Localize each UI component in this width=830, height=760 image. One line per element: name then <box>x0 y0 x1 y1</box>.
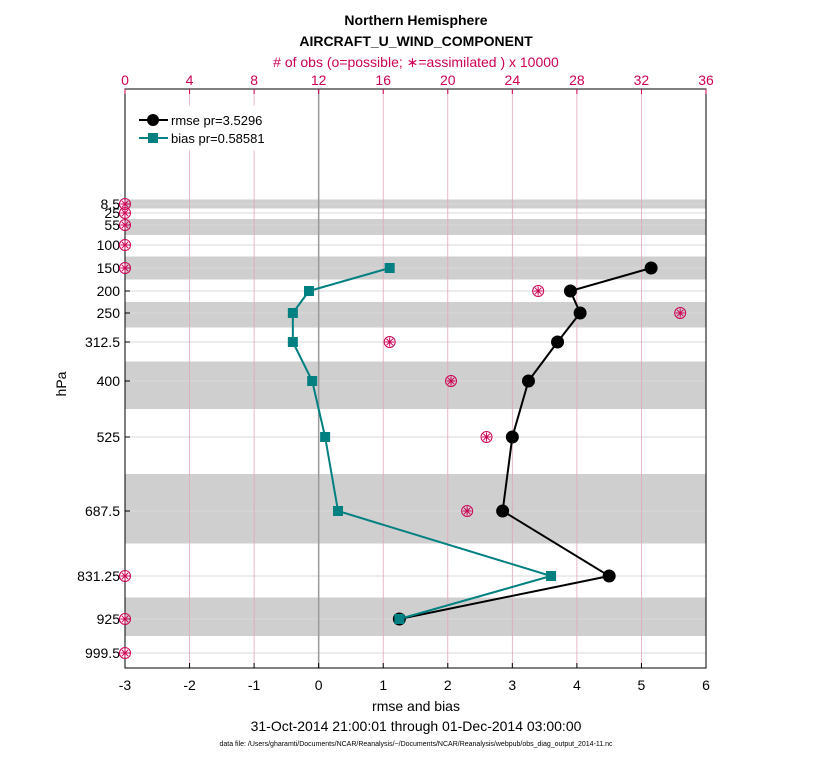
y-tick-label: 100 <box>97 237 121 253</box>
x-axis-label: rmse and bias <box>372 698 460 714</box>
obs-assimilated-marker <box>120 208 130 218</box>
obs-possible-marker <box>383 336 396 348</box>
x-tick-label: -1 <box>248 677 261 693</box>
bias-point <box>394 614 405 624</box>
obs-possible-marker <box>119 570 131 582</box>
obs-possible-marker <box>119 647 131 659</box>
rmse-point <box>602 569 616 583</box>
x-tick-label: -2 <box>183 677 196 693</box>
x-tick-label: -3 <box>119 677 132 693</box>
rmse-point <box>644 261 658 275</box>
y-tick-label: 312.5 <box>85 334 120 350</box>
obs-possible-marker <box>532 285 545 297</box>
obs-possible-marker <box>119 613 131 625</box>
chart-subtitle: AIRCRAFT_U_WIND_COMPONENT <box>299 33 533 49</box>
rmse-point <box>505 430 519 444</box>
x-tick-label: 2 <box>444 677 452 693</box>
x-tick-label: 1 <box>379 677 387 693</box>
obs-assimilated-marker <box>120 199 130 209</box>
level-band <box>125 474 706 544</box>
top-tick-label: 36 <box>698 72 714 88</box>
chart-title: Northern Hemisphere <box>344 12 487 28</box>
y-tick-label: 925 <box>97 611 121 627</box>
x-tick-label: 6 <box>702 677 710 693</box>
x-tick-label: 0 <box>315 677 323 693</box>
bias-point <box>384 263 395 273</box>
legend-bias-label: bias pr=0.58581 <box>171 131 265 146</box>
y-tick-label: 525 <box>97 429 121 445</box>
obs-assimilated-marker <box>120 571 130 581</box>
obs-possible-marker <box>445 375 458 387</box>
legend-rmse-label: rmse pr=3.5296 <box>171 113 262 128</box>
obs-assimilated-marker <box>385 337 395 347</box>
obs-assimilated-marker <box>120 240 130 250</box>
y-tick-label: 250 <box>97 305 121 321</box>
y-tick-label: 200 <box>97 283 121 299</box>
top-tick-label: 32 <box>634 72 650 88</box>
y-tick-label: 831.25 <box>77 568 120 584</box>
date-range-label: 31-Oct-2014 21:00:01 through 01-Dec-2014… <box>251 718 582 734</box>
plot-area: -3 -2 -1 0 1 2 3 4 5 60 4 8 12 16 20 24 28 32 368.52555100… <box>77 72 714 693</box>
bias-point <box>303 286 314 296</box>
obs-assimilated-marker <box>446 376 456 386</box>
y-tick-label: 150 <box>97 260 121 276</box>
rmse-point <box>551 335 565 349</box>
rmse-point <box>573 306 587 320</box>
obs-assimilated-marker <box>120 263 130 273</box>
obs-assimilated-marker <box>120 614 130 624</box>
bias-point <box>287 337 298 347</box>
y-tick-label: 400 <box>97 373 121 389</box>
top-tick-label: 24 <box>505 72 521 88</box>
level-band <box>125 361 706 409</box>
top-tick-label: 4 <box>186 72 194 88</box>
top-tick-label: 16 <box>375 72 391 88</box>
obs-possible-marker <box>674 307 687 319</box>
level-band <box>125 219 706 235</box>
axes-box <box>124 88 707 669</box>
rmse-point <box>496 504 510 518</box>
obs-assimilated-marker <box>482 432 492 442</box>
data-file-footnote: data file: /Users/gharamti/Documents/NCA… <box>219 741 613 748</box>
obs-possible-marker <box>480 431 493 443</box>
rmse-point <box>521 374 535 388</box>
bias-point <box>320 432 331 442</box>
bias-point <box>546 571 557 581</box>
top-tick-label: 12 <box>311 72 327 88</box>
legend: rmse pr=3.5296 bias pr=0.58581 <box>133 105 285 151</box>
y-tick-label: 999.5 <box>85 645 120 661</box>
y-axis-label: hPa <box>53 371 69 396</box>
obs-possible-marker <box>461 505 474 517</box>
y-tick-label: 25 <box>104 205 120 221</box>
obs-assimilated-marker <box>675 308 685 318</box>
rmse-point <box>563 284 577 298</box>
obs-possible-marker <box>119 207 131 219</box>
x-tick-label: 4 <box>573 677 581 693</box>
obs-assimilated-marker <box>120 220 130 230</box>
obs-assimilated-marker <box>462 506 472 516</box>
top-axis-label: # of obs (o=possible; ∗=assimilated ) x … <box>273 54 559 70</box>
y-tick-label: 55 <box>104 217 120 233</box>
obs-assimilated-marker <box>120 648 130 658</box>
x-tick-label: 3 <box>508 677 516 693</box>
top-tick-label: 20 <box>440 72 456 88</box>
y-tick-label: 687.5 <box>85 503 120 519</box>
legend-box <box>133 105 285 151</box>
bias-point <box>307 376 318 386</box>
top-tick-label: 0 <box>121 72 129 88</box>
bias-point <box>287 308 298 318</box>
legend-bias-marker <box>148 133 158 143</box>
bias-point <box>333 506 344 516</box>
level-band <box>125 597 706 636</box>
obs-possible-marker <box>119 262 131 274</box>
top-tick-label: 8 <box>250 72 258 88</box>
x-tick-label: 5 <box>638 677 646 693</box>
obs-possible-marker <box>119 239 131 251</box>
legend-rmse-marker <box>147 114 159 126</box>
level-band <box>125 302 706 328</box>
obs-assimilated-marker <box>533 286 543 296</box>
y-tick-label: 8.5 <box>101 196 121 212</box>
obs-possible-marker <box>119 219 131 231</box>
top-tick-label: 28 <box>569 72 585 88</box>
